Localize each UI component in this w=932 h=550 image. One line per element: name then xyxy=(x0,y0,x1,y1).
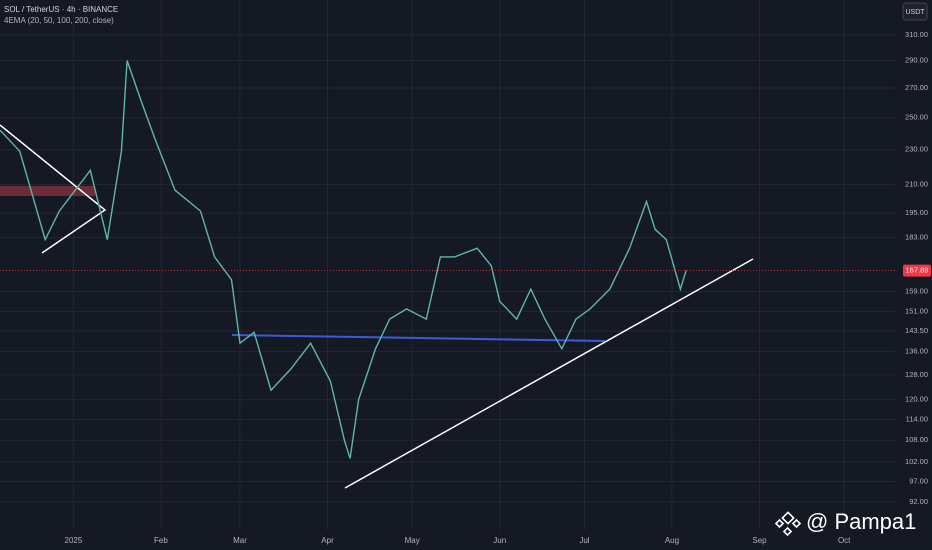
x-tick-label: Jul xyxy=(579,536,589,545)
x-tick-label: Oct xyxy=(838,536,851,545)
watermark-logo xyxy=(774,511,802,537)
y-tick-label: 108.00 xyxy=(905,435,928,444)
zone xyxy=(0,186,95,196)
y-tick-label: 159.00 xyxy=(905,287,928,296)
watermark: @ Pampa1 xyxy=(806,509,916,534)
currency-label[interactable]: USDT xyxy=(905,9,925,16)
x-tick-label: Apr xyxy=(321,536,334,545)
x-tick-label: Feb xyxy=(154,536,168,545)
y-tick-label: 151.00 xyxy=(905,306,928,315)
support-line xyxy=(231,334,606,342)
y-tick-label: 210.00 xyxy=(905,180,928,189)
grid xyxy=(0,0,895,530)
y-tick-label: 102.00 xyxy=(905,457,928,466)
y-tick-label: 92.00 xyxy=(909,497,928,506)
x-tick-label: Sep xyxy=(752,536,767,545)
y-tick-label: 136.00 xyxy=(905,347,928,356)
y-tick-label: 230.00 xyxy=(905,145,928,154)
x-tick-label: 2025 xyxy=(65,536,83,545)
y-tick-label: 114.00 xyxy=(906,414,928,423)
indicator-label: 4EMA (20, 50, 100, 200, close) xyxy=(4,16,114,25)
y-tick-label: 97.00 xyxy=(909,476,928,485)
triangle-drawing xyxy=(0,124,107,254)
y-tick-label: 195.00 xyxy=(905,208,928,217)
y-tick-label: 143.50 xyxy=(905,326,928,335)
y-tick-label: 250.00 xyxy=(905,113,928,122)
chart-title: SOL / TetherUS · 4h · BINANCE xyxy=(4,5,118,14)
y-tick-label: 290.00 xyxy=(905,56,928,65)
y-tick-label: 128.00 xyxy=(905,370,928,379)
plot xyxy=(0,60,687,459)
x-tick-label: Jun xyxy=(493,536,506,545)
price-line xyxy=(0,60,687,459)
x-tick-label: Mar xyxy=(233,536,247,545)
x-tick-label: May xyxy=(405,536,420,545)
trend-line xyxy=(344,258,754,489)
y-tick-label: 183.00 xyxy=(905,233,928,242)
y-tick-label: 310.00 xyxy=(905,30,928,39)
y-tick-label: 270.00 xyxy=(905,83,928,92)
last-price-box xyxy=(903,264,931,277)
currency-button[interactable] xyxy=(902,2,928,21)
x-tick-label: Aug xyxy=(665,536,679,545)
last-price-label: 167.89 xyxy=(906,266,929,275)
y-tick-label: 120.00 xyxy=(905,395,928,404)
